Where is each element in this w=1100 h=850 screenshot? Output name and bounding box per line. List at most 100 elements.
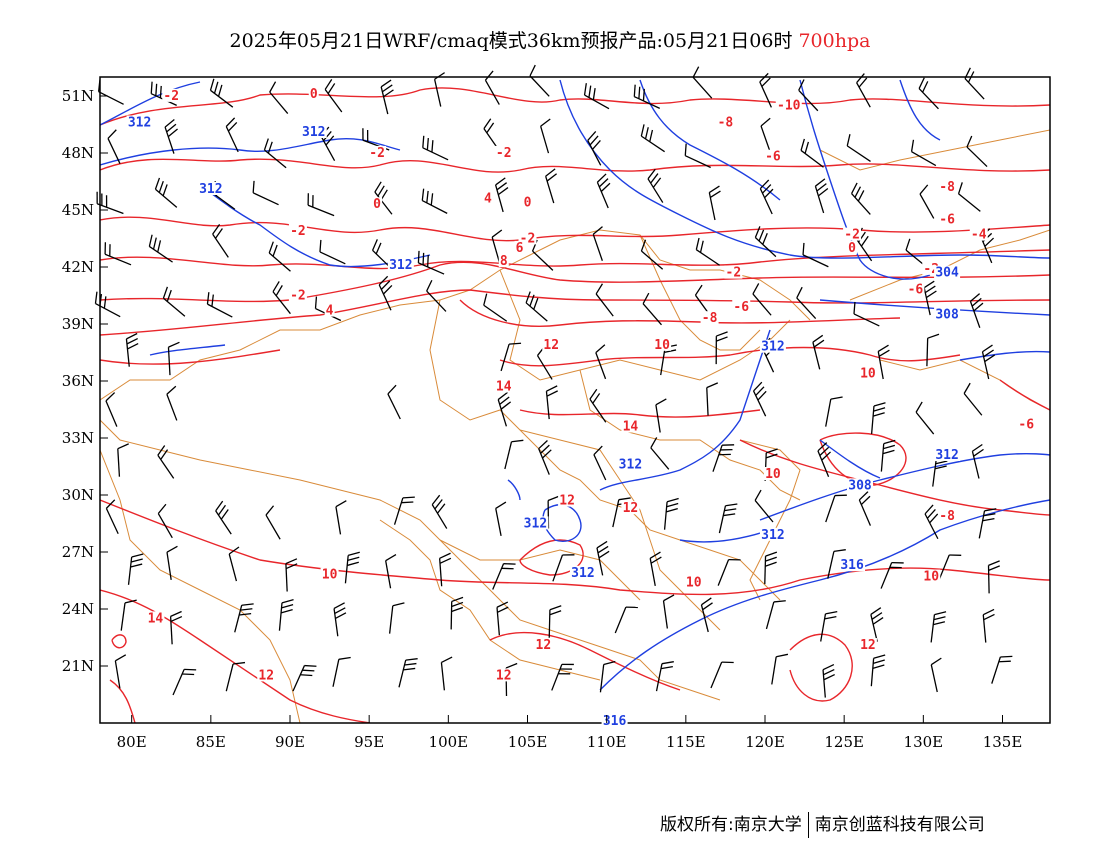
wind-barb-feather (228, 546, 240, 555)
wind-barb (431, 494, 448, 529)
wind-barb-feather (860, 235, 869, 247)
wind-barb-feather (587, 131, 597, 141)
wind-barb (587, 131, 602, 166)
temperature-label-bg (621, 419, 640, 433)
temperature-label-bg (257, 668, 276, 682)
wind-barb-shaft (710, 661, 723, 689)
wind-barb-shaft (718, 505, 727, 534)
wind-barb-feather (182, 673, 195, 676)
temperature-label-bg (922, 569, 941, 583)
wind-barb-feather (148, 234, 153, 247)
temperature-label-bg (763, 467, 782, 480)
wind-barb-feather (439, 552, 451, 559)
wind-barb-feather (964, 67, 971, 79)
wind-barb-feather (878, 349, 890, 357)
wind-barb (858, 491, 872, 526)
wind-barb-feather (821, 451, 831, 461)
wind-barb-shaft (930, 664, 938, 693)
wind-barb-feather (241, 603, 254, 606)
wind-barb-feather (819, 446, 830, 456)
wind-barb-feather (549, 605, 562, 611)
wind-barb-feather (873, 402, 886, 407)
wind-barb-shaft (642, 303, 662, 326)
wind-barb (540, 118, 551, 154)
wind-barb-feather (314, 296, 318, 309)
wind-barb-shaft (433, 79, 442, 107)
wind-barb-shaft (228, 553, 238, 582)
temperature-label: -6 (908, 283, 924, 298)
wind-barb-shaft (802, 254, 829, 268)
wind-barb-feather (385, 553, 397, 562)
wind-barb-shaft (388, 605, 394, 634)
height-label-bg (934, 448, 961, 461)
map-title: 2025年05月21日WRF/cmaq模式36km预报产品:05月21日06时 7… (0, 26, 1100, 53)
height-label-bg (300, 125, 327, 138)
wind-barb-feather (496, 601, 509, 608)
temperature-contours (100, 87, 1050, 723)
wind-barb (450, 596, 464, 630)
wind-barb-feather (212, 223, 221, 235)
temperature-label: -8 (939, 509, 955, 524)
wind-barb (335, 500, 347, 535)
wind-barb-feather (603, 660, 616, 666)
temperature-label-bg (324, 303, 335, 317)
wind-barb (963, 382, 983, 416)
wind-barb-feather (380, 79, 392, 88)
wind-barb-shaft (552, 554, 564, 582)
temperature-label-bg (368, 145, 387, 159)
wind-barb (754, 489, 774, 523)
wind-barb-shaft (422, 147, 449, 161)
height-label-bg (197, 182, 224, 195)
wind-barb (319, 239, 346, 265)
wind-barb (923, 280, 937, 316)
wind-barb (525, 291, 548, 322)
wind-barb (272, 281, 291, 315)
wind-barb-feather (752, 283, 760, 295)
wind-barb-feather (505, 662, 518, 669)
wind-barb-feather (166, 385, 177, 395)
wind-barb (269, 81, 289, 114)
wind-barb-feather (933, 621, 946, 626)
wind-barb-feather (666, 502, 679, 508)
wind-barb-feather (451, 601, 464, 608)
temperature-label: 10 (322, 568, 338, 583)
wind-barb-feather (500, 401, 512, 410)
wind-barb-feather (162, 286, 169, 299)
wind-barb-feather (592, 88, 596, 101)
wind-barb (817, 442, 831, 477)
temperature-label: 6 (516, 241, 524, 256)
wind-barb-shaft (880, 443, 885, 472)
temperature-label-bg (775, 98, 802, 112)
wind-barb (307, 193, 335, 217)
wind-barb (938, 554, 962, 582)
height-label-bg (759, 339, 786, 353)
wind-barb-feather (815, 178, 826, 187)
wind-barb (332, 656, 351, 687)
wind-barb-feather (873, 654, 886, 659)
wind-barb-feather (304, 664, 317, 667)
wind-barb (324, 79, 343, 113)
wind-barb-feather (209, 78, 215, 91)
wind-barb-feather (499, 396, 510, 405)
wind-barb-feather (802, 242, 805, 255)
temperature-label: 12 (536, 638, 552, 653)
wind-barb-shaft (398, 659, 407, 688)
wind-barb-shaft (655, 404, 661, 433)
wind-barb-feather (152, 237, 157, 250)
wind-barb (583, 83, 610, 110)
wind-barb (802, 242, 829, 268)
wind-barb-feather (540, 118, 551, 127)
wind-barb-feather (963, 382, 971, 394)
y-tick-label: 36N (62, 372, 94, 390)
wind-barb-feather (824, 615, 837, 620)
wind-barb-feather (155, 83, 158, 96)
wind-barb-feather (327, 83, 336, 94)
wind-barb-feather (1000, 655, 1013, 658)
wind-barb (148, 234, 173, 263)
wind-barb-feather (776, 653, 789, 658)
wind-barb-feather (982, 344, 993, 353)
wind-barb-feather (239, 613, 252, 616)
wind-barb-shaft (771, 656, 777, 685)
wind-barb (484, 70, 500, 105)
wind-barb-shaft (500, 343, 510, 372)
